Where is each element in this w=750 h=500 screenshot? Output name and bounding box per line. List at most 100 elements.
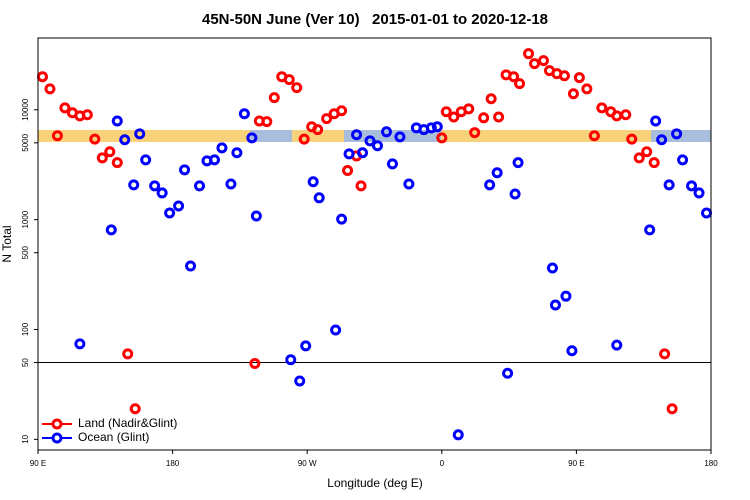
point bbox=[560, 290, 572, 302]
point bbox=[156, 187, 168, 199]
point bbox=[59, 102, 71, 114]
point bbox=[478, 112, 490, 124]
point bbox=[425, 122, 437, 134]
point bbox=[546, 262, 558, 274]
point bbox=[491, 167, 503, 179]
point bbox=[179, 164, 191, 176]
point bbox=[249, 358, 261, 370]
point bbox=[208, 154, 220, 166]
point bbox=[129, 403, 141, 415]
point bbox=[105, 224, 117, 236]
y-tick-label: 10000 bbox=[21, 98, 30, 121]
point bbox=[380, 126, 392, 138]
point bbox=[588, 130, 600, 142]
point bbox=[484, 179, 496, 191]
point bbox=[666, 403, 678, 415]
point bbox=[298, 133, 310, 145]
point bbox=[294, 375, 306, 387]
point bbox=[611, 339, 623, 351]
point bbox=[164, 207, 176, 219]
point bbox=[342, 165, 354, 177]
map-strip bbox=[38, 130, 711, 142]
point bbox=[567, 88, 579, 100]
legend-label: Land (Nadir&Glint) bbox=[78, 416, 177, 430]
x-tick-label: 90 W bbox=[298, 459, 317, 468]
point bbox=[502, 367, 514, 379]
point bbox=[134, 128, 146, 140]
point bbox=[336, 105, 348, 117]
point bbox=[216, 142, 228, 154]
point bbox=[386, 158, 398, 170]
point bbox=[644, 224, 656, 236]
point bbox=[693, 187, 705, 199]
point bbox=[231, 147, 243, 159]
x-tick-label: 90 E bbox=[30, 459, 46, 468]
point bbox=[663, 179, 675, 191]
point bbox=[469, 127, 481, 139]
point bbox=[512, 157, 524, 169]
point bbox=[633, 152, 645, 164]
point bbox=[485, 93, 497, 105]
point bbox=[185, 260, 197, 272]
point bbox=[448, 111, 460, 123]
x-axis-label: Longitude (deg E) bbox=[327, 476, 422, 490]
plot-frame bbox=[37, 37, 712, 451]
point bbox=[111, 115, 123, 127]
point bbox=[493, 111, 505, 123]
y-tick-label: 1000 bbox=[21, 210, 30, 228]
chart-title: 45N-50N June (Ver 10) 2015-01-01 to 2020… bbox=[202, 11, 548, 28]
point bbox=[463, 103, 475, 115]
legend-marker bbox=[51, 418, 63, 430]
point bbox=[128, 179, 140, 191]
point bbox=[312, 124, 324, 136]
point bbox=[104, 146, 116, 158]
point bbox=[357, 147, 369, 159]
point bbox=[523, 48, 535, 60]
point bbox=[431, 121, 443, 133]
point bbox=[140, 154, 152, 166]
point bbox=[626, 133, 638, 145]
point bbox=[566, 345, 578, 357]
point bbox=[343, 148, 355, 160]
point bbox=[51, 130, 63, 142]
point bbox=[549, 299, 561, 311]
point bbox=[149, 180, 161, 192]
point bbox=[81, 109, 93, 121]
point bbox=[656, 134, 668, 146]
point bbox=[246, 132, 258, 144]
point bbox=[313, 192, 325, 204]
point bbox=[291, 82, 303, 94]
point bbox=[44, 83, 56, 95]
point bbox=[648, 157, 660, 169]
point bbox=[307, 176, 319, 188]
point bbox=[122, 348, 134, 360]
point bbox=[537, 55, 549, 67]
y-axis-label: N Total bbox=[0, 225, 14, 262]
point bbox=[659, 348, 671, 360]
point bbox=[238, 108, 250, 120]
point bbox=[225, 178, 237, 190]
point bbox=[650, 115, 662, 127]
point bbox=[509, 188, 521, 200]
point bbox=[558, 70, 570, 82]
x-tick-label: 0 bbox=[440, 459, 445, 468]
x-tick-label: 180 bbox=[166, 459, 180, 468]
y-tick-label: 500 bbox=[21, 245, 30, 259]
land-strip bbox=[292, 130, 344, 142]
point bbox=[321, 113, 333, 125]
point bbox=[620, 109, 632, 121]
y-tick-label: 100 bbox=[21, 322, 30, 336]
point bbox=[250, 210, 262, 222]
point bbox=[529, 58, 541, 70]
point bbox=[173, 200, 185, 212]
point bbox=[96, 152, 108, 164]
legend-label: Ocean (Glint) bbox=[78, 430, 149, 444]
point bbox=[89, 133, 101, 145]
legend-marker bbox=[51, 432, 63, 444]
point bbox=[581, 83, 593, 95]
point bbox=[677, 154, 689, 166]
point bbox=[403, 178, 415, 190]
point bbox=[436, 132, 448, 144]
x-tick-label: 180 bbox=[704, 459, 718, 468]
